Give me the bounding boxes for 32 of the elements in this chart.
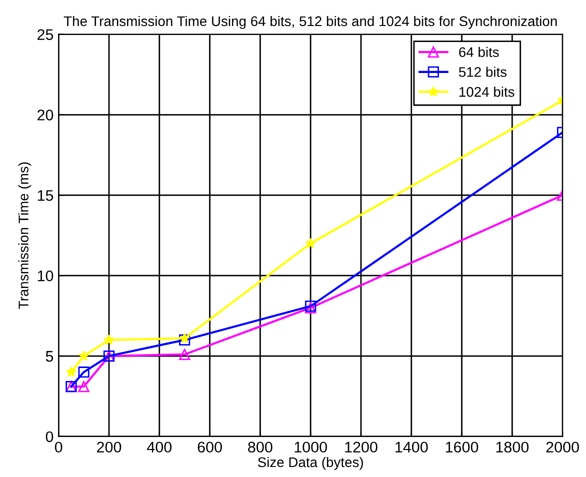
x-tick-label: 600 bbox=[198, 442, 222, 453]
y-tick-label: 10 bbox=[38, 270, 54, 282]
x-tick-label: 200 bbox=[97, 442, 122, 453]
point bbox=[78, 381, 90, 392]
legend-label: 1024 bits bbox=[459, 86, 514, 97]
chart-title: The Transmission Time Using 64 bits, 512 bits and 1024 bits for Synchronization bbox=[64, 16, 557, 29]
x-tick-label: 0 bbox=[54, 442, 62, 453]
y-tick-label: 25 bbox=[38, 29, 54, 40]
y-tick-label: 15 bbox=[38, 190, 54, 201]
x-tick-label: 1600 bbox=[446, 442, 478, 453]
point bbox=[66, 366, 77, 377]
x-tick-label: 1000 bbox=[294, 442, 327, 453]
x-tick-label: 1200 bbox=[345, 442, 378, 453]
legend-label: 512 bits bbox=[458, 66, 507, 77]
x-tick-label: 2000 bbox=[546, 442, 579, 453]
y-axis-title: Transmission Time (ms) bbox=[18, 162, 32, 309]
x-tick-label: 1400 bbox=[396, 442, 428, 453]
x-axis-title: Size Data (bytes) bbox=[258, 456, 363, 470]
point bbox=[179, 334, 190, 346]
y-tick-label: 5 bbox=[46, 351, 54, 362]
point bbox=[78, 350, 90, 361]
point bbox=[305, 238, 316, 248]
y-tick-label: 0 bbox=[46, 431, 54, 442]
x-tick-label: 1800 bbox=[496, 442, 529, 453]
point bbox=[179, 332, 190, 343]
y-tick-label: 20 bbox=[38, 110, 54, 120]
point bbox=[179, 348, 190, 360]
point bbox=[78, 366, 90, 378]
x-tick-label: 400 bbox=[147, 442, 172, 453]
point bbox=[104, 334, 114, 345]
legend-label: 64 bits bbox=[459, 46, 499, 58]
x-tick-label: 800 bbox=[248, 442, 272, 453]
